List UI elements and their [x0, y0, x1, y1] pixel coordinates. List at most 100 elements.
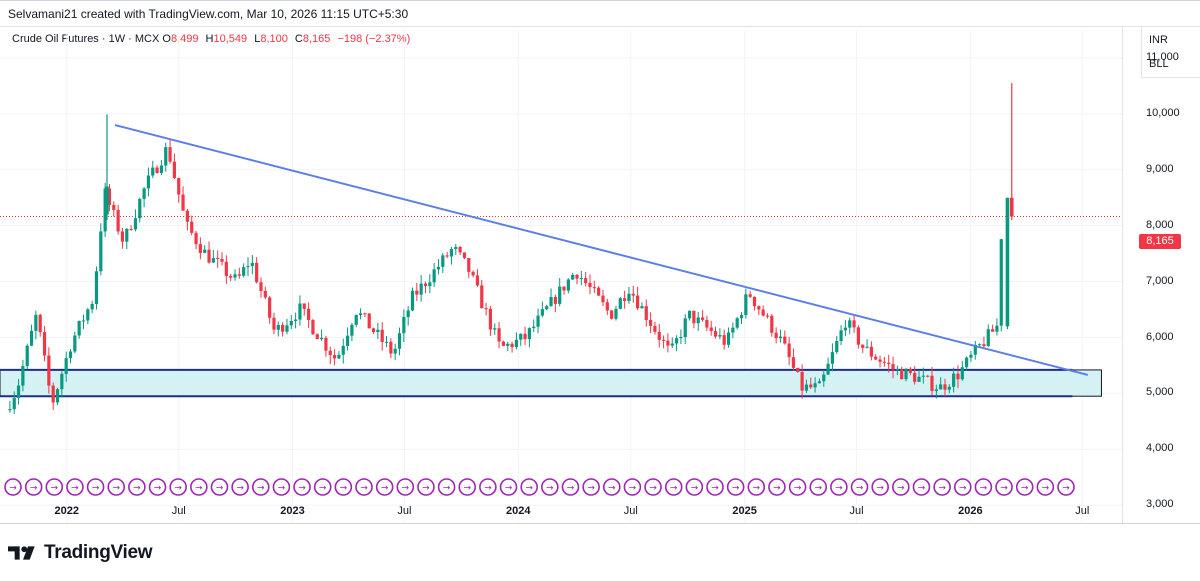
candle-body-108: [475, 275, 480, 286]
symbol-name[interactable]: Crude Oil Futures · 1W · MCX: [12, 33, 160, 45]
currency-unit-panel[interactable]: [1141, 27, 1200, 78]
candle-body-20: [94, 271, 99, 304]
candle-body-44: [198, 244, 202, 253]
candle-body-184: [804, 384, 809, 391]
event-icon-23[interactable]: →: [479, 478, 497, 496]
svg-text:→: →: [525, 484, 533, 494]
svg-text:→: →: [216, 484, 224, 494]
candle-body-23: [107, 188, 112, 205]
event-icon-19[interactable]: →: [396, 478, 415, 496]
event-icon-48[interactable]: →: [995, 478, 1013, 496]
event-icon-11[interactable]: →: [231, 478, 249, 496]
event-icon-26[interactable]: →: [541, 478, 559, 496]
candle-body-134: [588, 283, 592, 288]
candle-body-200: [874, 356, 878, 360]
low-label: L: [254, 33, 261, 45]
event-icon-30[interactable]: →: [623, 478, 642, 496]
event-icon-39[interactable]: →: [809, 478, 828, 496]
open-value: 8,499: [170, 33, 199, 45]
event-icon-29[interactable]: →: [602, 478, 621, 496]
x-tick-label: 2026: [958, 505, 983, 517]
event-icon-18[interactable]: →: [375, 478, 394, 496]
candle-body-178: [778, 336, 783, 339]
event-icon-24[interactable]: →: [499, 478, 518, 496]
event-icon-21[interactable]: →: [437, 478, 456, 496]
y-tick-label: 3,000: [1146, 498, 1174, 511]
event-icon-4[interactable]: →: [86, 478, 105, 496]
event-icon-6[interactable]: →: [128, 478, 146, 496]
event-icon-32[interactable]: →: [664, 478, 683, 496]
event-icon-9[interactable]: →: [190, 478, 208, 496]
event-icon-35[interactable]: →: [726, 478, 745, 496]
event-icon-12[interactable]: →: [251, 478, 270, 496]
change-value: −198 (−2.37%): [337, 33, 411, 45]
event-icon-49[interactable]: →: [1015, 478, 1034, 496]
candle-body-109: [480, 285, 484, 309]
event-icon-1[interactable]: →: [24, 478, 43, 496]
event-icon-7[interactable]: →: [148, 478, 167, 496]
event-icon-31[interactable]: →: [644, 478, 662, 496]
event-icon-3[interactable]: →: [66, 478, 84, 496]
event-icon-15[interactable]: →: [313, 478, 332, 496]
candle-body-149: [653, 325, 657, 332]
candle-body-29: [133, 218, 138, 230]
event-icon-41[interactable]: →: [850, 478, 869, 496]
symbol-legend[interactable]: Crude Oil Futures · 1W · MCX O8,499 H10,…: [12, 33, 410, 45]
unit-label[interactable]: BLL: [1149, 58, 1169, 70]
event-icon-28[interactable]: →: [582, 478, 600, 496]
event-icon-40[interactable]: →: [830, 478, 848, 496]
event-icon-25[interactable]: →: [520, 478, 538, 496]
candle-body-130: [571, 274, 575, 280]
event-icon-27[interactable]: →: [561, 478, 580, 496]
candle-body-62: [276, 324, 280, 330]
svg-text:→: →: [794, 484, 802, 494]
candle-body-94: [415, 290, 419, 295]
candle-body-37: [168, 147, 172, 162]
event-icon-44[interactable]: →: [912, 478, 931, 496]
candle-body-26: [120, 231, 125, 242]
event-icon-5[interactable]: →: [107, 478, 126, 496]
candle-body-136: [597, 287, 601, 296]
event-icon-13[interactable]: →: [272, 478, 291, 496]
event-icon-0[interactable]: →: [4, 478, 22, 496]
candle-body-63: [281, 324, 285, 332]
event-icon-20[interactable]: →: [417, 478, 435, 496]
event-icon-38[interactable]: →: [788, 478, 807, 496]
candle-body-183: [800, 371, 804, 391]
svg-text:→: →: [691, 484, 699, 494]
y-tick-label: 9,000: [1146, 162, 1174, 175]
candle-body-194: [848, 320, 852, 328]
event-icon-47[interactable]: →: [974, 478, 993, 496]
candle-body-5: [29, 330, 34, 346]
candle-body-186: [813, 383, 817, 388]
event-icon-51[interactable]: →: [1057, 478, 1075, 496]
event-icon-36[interactable]: →: [747, 478, 766, 496]
tradingview-brand[interactable]: TradingView: [8, 541, 153, 565]
event-icon-14[interactable]: →: [293, 478, 311, 496]
event-icon-50[interactable]: →: [1036, 478, 1055, 496]
event-icon-17[interactable]: →: [355, 478, 373, 496]
candle-body-19: [90, 303, 94, 310]
event-icon-16[interactable]: →: [334, 478, 353, 496]
svg-text:→: →: [381, 484, 389, 494]
candle-body-24: [112, 204, 116, 211]
event-icon-34[interactable]: →: [706, 478, 724, 496]
svg-text:→: →: [92, 484, 100, 494]
event-icon-10[interactable]: →: [210, 478, 229, 496]
event-icon-33[interactable]: →: [685, 478, 704, 496]
svg-text:→: →: [856, 484, 864, 494]
candle-body-121: [532, 326, 536, 329]
event-icon-46[interactable]: →: [953, 478, 972, 496]
event-icon-43[interactable]: →: [892, 478, 910, 496]
event-icon-2[interactable]: →: [45, 478, 64, 496]
event-icon-45[interactable]: →: [933, 478, 951, 496]
event-icon-8[interactable]: →: [169, 478, 187, 496]
event-icon-37[interactable]: →: [768, 478, 786, 496]
currency-label[interactable]: INR: [1149, 34, 1168, 46]
event-icon-42[interactable]: →: [871, 478, 889, 496]
event-icon-22[interactable]: →: [458, 478, 477, 496]
candle-body-33: [151, 167, 155, 176]
candle-body-216: [943, 384, 947, 390]
candle-body-85: [376, 329, 380, 333]
